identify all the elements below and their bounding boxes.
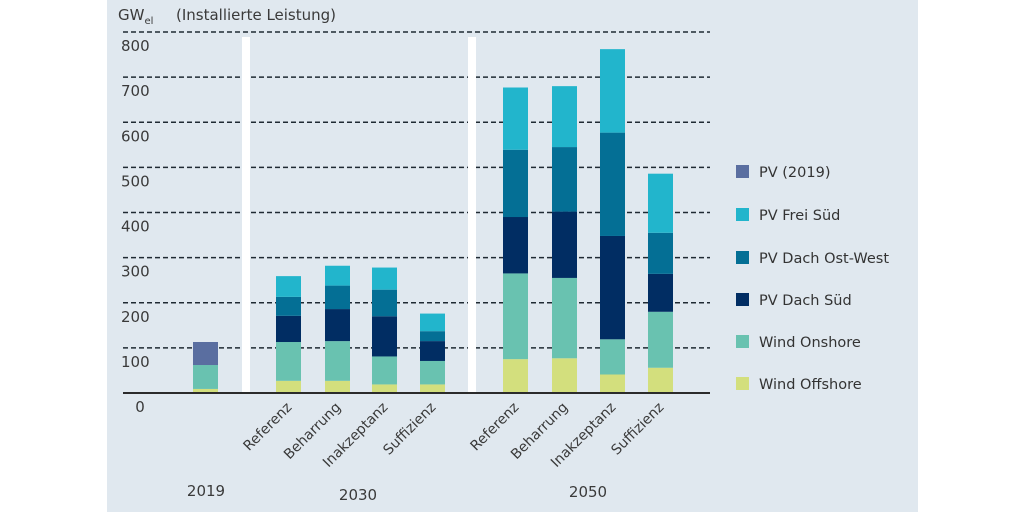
bar-segment-pv-frei-s-d [325,265,350,286]
bar-stack [372,267,397,393]
legend-item: Wind Onshore [736,335,861,351]
bar-segment-wind-offshore [276,380,301,393]
legend-item: PV Dach Ost-West [736,251,889,267]
bar-stack [276,276,301,393]
bar-segment-wind-offshore [420,384,445,393]
bar-segment-pv-2019- [193,342,218,366]
group-separators [242,37,476,393]
bar-segment-pv-frei-s-d [276,276,301,297]
bar-segment-pv-dach-ost-west [503,149,528,218]
bar-segment-pv-frei-s-d [420,313,445,332]
bar-segment-pv-dach-s-d [600,235,625,340]
y-tick-labels: 0 100 200 300 400 500 600 700 800 [121,37,150,416]
y-axis-unit-main: GW [118,6,145,24]
group-label: 2050 [569,483,607,501]
y-tick-label: 800 [121,37,150,55]
bar-segment-pv-dach-ost-west [276,296,301,316]
legend-label: PV (2019) [759,165,831,181]
bar-segment-pv-dach-s-d [420,341,445,361]
bar-segment-pv-frei-s-d [372,267,397,290]
y-tick-label: 400 [121,218,150,236]
bar-segment-wind-offshore [193,388,218,393]
bar-stack [503,87,528,393]
bar-segment-pv-dach-ost-west [552,147,577,212]
bar-segment-pv-frei-s-d [648,173,673,233]
legend-item: PV (2019) [736,165,831,181]
legend-item: PV Dach Süd [736,293,852,309]
bar-segment-pv-dach-s-d [648,273,673,312]
group-separator [242,37,250,393]
bar-segment-pv-dach-s-d [372,316,397,357]
bar-segment-wind-offshore [600,374,625,393]
bar-segment-wind-offshore [552,358,577,393]
legend-item: PV Frei Süd [736,208,840,224]
y-axis-unit-sub: el [144,16,153,27]
group-label: 2019 [187,482,225,500]
bar-segment-pv-dach-s-d [276,315,301,343]
bar-stack [552,86,577,393]
legend-swatch [736,293,749,306]
bar-segment-wind-onshore [600,339,625,375]
legend-label: Wind Onshore [759,335,861,351]
bar-segment-wind-offshore [372,384,397,393]
bar-stack [600,49,625,393]
bar-segment-wind-onshore [276,342,301,381]
bars [193,49,673,393]
bar-stack [648,173,673,393]
legend-label: Wind Offshore [759,377,862,393]
bar-segment-pv-dach-ost-west [325,285,350,310]
bar-segment-pv-dach-s-d [503,217,528,274]
y-tick-label: 600 [121,127,150,145]
legend-swatch [736,377,749,390]
y-axis-note: (Installierte Leistung) [176,6,336,24]
y-tick-label: 200 [121,308,150,326]
bar-segment-wind-onshore [325,341,350,381]
y-tick-label: 100 [121,353,150,371]
legend-swatch [736,208,749,221]
group-label: 2030 [339,486,377,504]
bar-segment-pv-frei-s-d [600,49,625,133]
legend-item: Wind Offshore [736,377,862,393]
legend-label: PV Dach Süd [759,293,852,309]
y-tick-label: 700 [121,82,150,100]
y-tick-label: 500 [121,172,150,190]
bar-segment-wind-onshore [372,356,397,385]
legend-label: PV Frei Süd [759,208,840,224]
bar-segment-pv-dach-ost-west [648,232,673,274]
bar-stack [325,265,350,393]
bar-segment-pv-frei-s-d [503,87,528,150]
group-labels: 2019 2030 2050 [187,482,607,504]
legend-swatch [736,165,749,178]
bar-segment-pv-dach-ost-west [372,289,397,317]
legend-label: PV Dach Ost-West [759,251,889,267]
legend: PV (2019) PV Frei Süd PV Dach Ost-West PV D… [736,165,889,393]
bar-segment-wind-offshore [325,380,350,393]
bar-segment-pv-dach-s-d [552,211,577,278]
bar-segment-wind-onshore [648,311,673,368]
category-label: Suffizienz [380,400,439,459]
bar-stack [193,342,218,393]
bar-segment-pv-frei-s-d [552,86,577,148]
legend-swatch [736,335,749,348]
bar-segment-wind-onshore [503,273,528,360]
bar-segment-pv-dach-s-d [325,309,350,342]
bar-segment-wind-offshore [648,367,673,393]
bar-stack [420,313,445,393]
bar-segment-wind-onshore [552,277,577,359]
bar-segment-pv-dach-ost-west [420,331,445,342]
bar-segment-pv-dach-ost-west [600,132,625,236]
legend-swatch [736,251,749,264]
y-tick-label: 300 [121,263,150,281]
bar-segment-wind-offshore [503,359,528,393]
group-separator [468,37,476,393]
y-tick-label: 0 [135,398,145,416]
bar-segment-wind-onshore [193,365,218,389]
category-label: Suffizienz [608,400,667,459]
bar-segment-wind-onshore [420,360,445,385]
y-axis-unit: GWel [118,6,153,27]
